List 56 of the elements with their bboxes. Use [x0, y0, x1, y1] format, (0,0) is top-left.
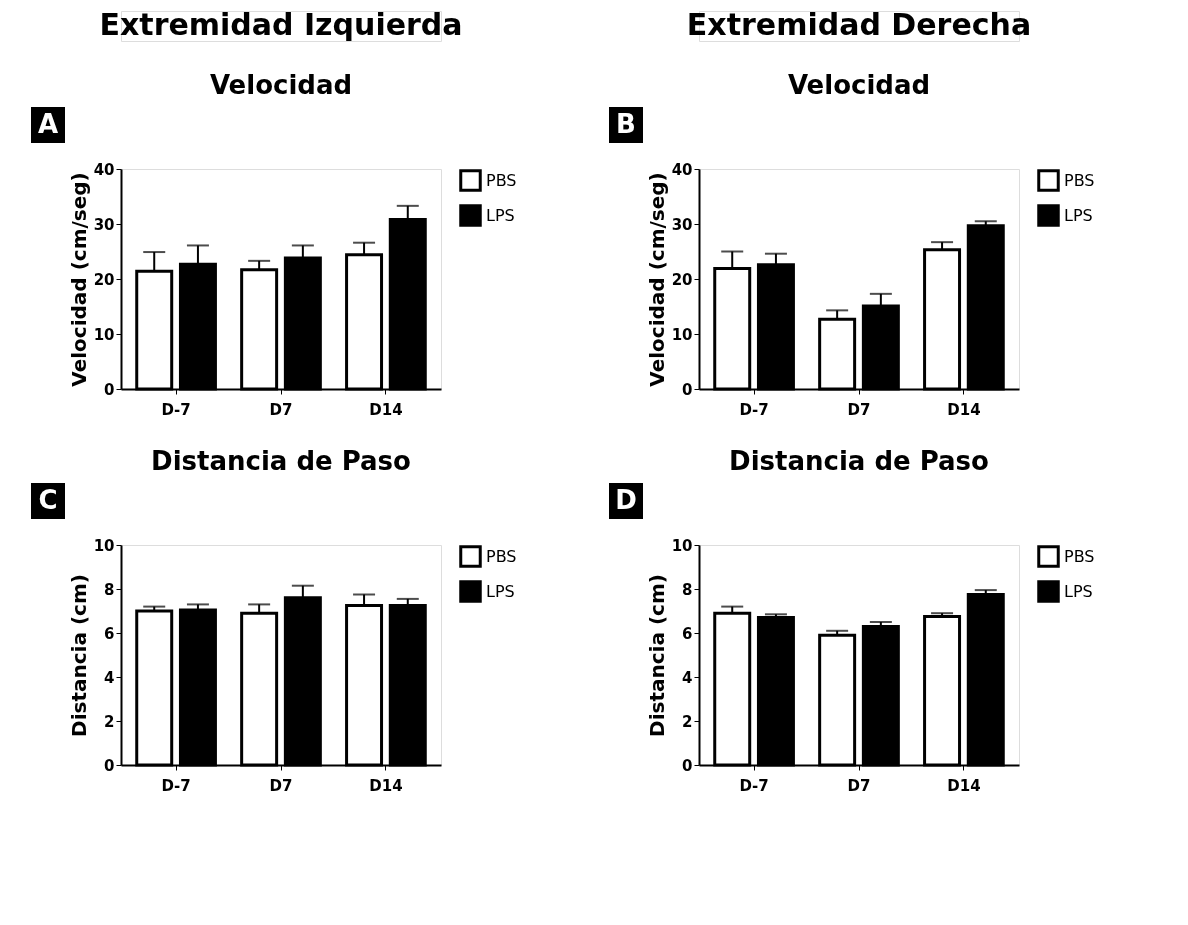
legend-label: PBS: [486, 546, 517, 566]
text: A: [37, 109, 59, 139]
y-tick-label: 20: [671, 270, 693, 289]
chart-title: Distancia de Paso: [729, 446, 989, 476]
y-tick-label: 30: [93, 215, 115, 234]
x-tick-label: D14: [947, 400, 981, 419]
y-tick-label: 10: [671, 325, 693, 344]
y-tick-label: 10: [93, 325, 115, 344]
x-tick-label: D14: [947, 776, 981, 795]
text: C: [38, 485, 58, 515]
x-tick-label: D7: [269, 400, 293, 419]
x-tick-label: D14: [369, 400, 403, 419]
legend-label: PBS: [1064, 546, 1095, 566]
legend-label: LPS: [1064, 205, 1093, 225]
y-axis-title: Velocidad (cm/seg): [66, 172, 91, 387]
legend-label: PBS: [1064, 170, 1095, 190]
chart-title: Velocidad: [787, 70, 931, 100]
y-tick-label: 40: [671, 160, 693, 179]
text: Extremidad Izquierda: [99, 7, 463, 42]
legend-label: PBS: [486, 170, 517, 190]
y-tick-label: 4: [682, 668, 693, 687]
x-tick-label: D7: [847, 776, 871, 795]
y-tick-label: 30: [671, 215, 693, 234]
legend-label: LPS: [486, 581, 515, 601]
x-tick-label: D-7: [161, 776, 191, 795]
text: Extremidad Derecha: [686, 7, 1032, 42]
x-tick-label: D7: [269, 776, 293, 795]
y-tick-label: 8: [682, 580, 693, 599]
y-tick-label: 10: [671, 536, 693, 555]
x-tick-label: D14: [369, 776, 403, 795]
y-tick-label: 2: [104, 712, 115, 731]
legend-label: LPS: [1064, 581, 1093, 601]
text: D: [615, 485, 637, 515]
y-tick-label: 6: [104, 624, 115, 643]
chart-title: Distancia de Paso: [151, 446, 411, 476]
legend-label: LPS: [486, 205, 515, 225]
x-tick-label: D7: [847, 400, 871, 419]
y-tick-label: 6: [682, 624, 693, 643]
y-tick-label: 10: [93, 536, 115, 555]
y-tick-label: 8: [104, 580, 115, 599]
y-tick-label: 0: [104, 756, 115, 775]
y-axis-title: Velocidad (cm/seg): [644, 172, 669, 387]
x-tick-label: D-7: [739, 776, 769, 795]
y-tick-label: 0: [104, 380, 115, 399]
y-tick-label: 0: [682, 380, 693, 399]
y-tick-label: 20: [93, 270, 115, 289]
x-tick-label: D-7: [161, 400, 191, 419]
text: B: [616, 109, 636, 139]
y-tick-label: 2: [682, 712, 693, 731]
y-tick-label: 4: [104, 668, 115, 687]
x-tick-label: D-7: [739, 400, 769, 419]
chart-title: Velocidad: [209, 70, 353, 100]
y-tick-label: 40: [93, 160, 115, 179]
y-axis-title: Distancia (cm): [644, 574, 669, 737]
y-axis-title: Distancia (cm): [66, 574, 91, 737]
y-tick-label: 0: [682, 756, 693, 775]
